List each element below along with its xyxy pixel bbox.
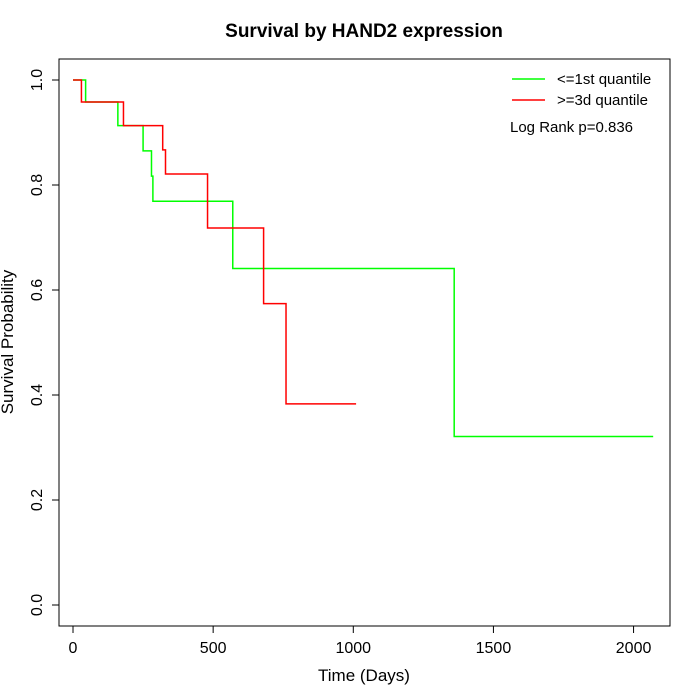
y-axis-label: Survival Probability xyxy=(0,269,17,414)
series-line-2 xyxy=(73,79,357,405)
x-tick-label: 2000 xyxy=(616,640,652,657)
log-rank-annotation: Log Rank p=0.836 xyxy=(510,119,633,136)
series-layer xyxy=(73,79,654,438)
y-tick-label: 1.0 xyxy=(29,69,46,91)
y-tick-label: 0.0 xyxy=(29,594,46,616)
chart-title: Survival by HAND2 expression xyxy=(225,21,503,42)
x-tick-label: 0 xyxy=(69,640,78,657)
y-tick-label: 0.8 xyxy=(29,174,46,196)
legend-label: >=3d quantile xyxy=(557,92,648,109)
legend-label: <=1st quantile xyxy=(557,71,651,88)
y-tick-label: 0.4 xyxy=(29,384,46,406)
y-tick-label: 0.2 xyxy=(29,489,46,511)
y-tick-label: 0.6 xyxy=(29,279,46,301)
x-axis-label: Time (Days) xyxy=(318,666,410,685)
x-tick-label: 1000 xyxy=(335,640,371,657)
legend: <=1st quantile >=3d quantile xyxy=(512,71,651,109)
x-tick-label: 500 xyxy=(200,640,227,657)
x-axis: 0 500 1000 1500 2000 xyxy=(69,625,652,657)
x-tick-label: 1500 xyxy=(476,640,512,657)
y-axis: 0.0 0.2 0.4 0.6 0.8 1.0 xyxy=(29,69,60,616)
plot-area-frame xyxy=(58,58,671,627)
